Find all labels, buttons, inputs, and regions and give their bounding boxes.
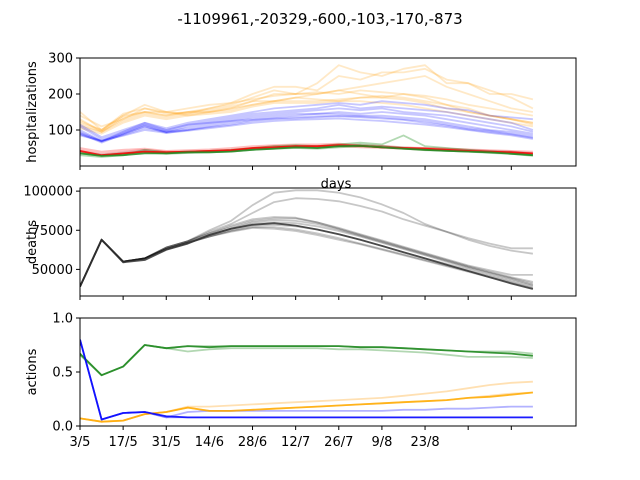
series-line-5 bbox=[80, 219, 534, 287]
series-line-6 bbox=[80, 221, 534, 287]
series-line-1 bbox=[80, 189, 534, 287]
x-tick-label: 3/5 bbox=[70, 435, 91, 450]
subplot-2: 50000 75000 100000 deaths bbox=[23, 185, 577, 300]
subplot-3: 0.0 0.5 1.0 3/5 17/5 31/5 14/6 28/6 12/7 26/7 9/8 2… bbox=[25, 312, 577, 450]
x-tick-label: 31/5 bbox=[152, 435, 181, 450]
series-line-1 bbox=[80, 64, 534, 131]
series-line-2 bbox=[80, 197, 533, 287]
y-tick-label: 0.5 bbox=[52, 366, 73, 381]
y-tick-label: 100000 bbox=[23, 185, 73, 200]
series-line-14 bbox=[80, 114, 534, 144]
x-tick-label: 26/7 bbox=[324, 435, 353, 450]
series-group bbox=[80, 64, 534, 158]
y-tick-label: 300 bbox=[48, 52, 73, 67]
figure-title: -1109961,-20329,-600,-103,-170,-873 bbox=[177, 10, 462, 28]
y-tick-label: 1.0 bbox=[52, 312, 73, 327]
x-tick-label: 12/7 bbox=[281, 435, 310, 450]
y-tick-label: 0.0 bbox=[52, 420, 73, 435]
subplots: 100 200 300 hospitalizations days 50000 75000 1… bbox=[23, 52, 577, 450]
series-line-7 bbox=[80, 96, 534, 133]
series-line-15 bbox=[80, 115, 534, 143]
series-group bbox=[80, 339, 533, 423]
x-tick-label: 17/5 bbox=[109, 435, 138, 450]
series-line-13 bbox=[80, 112, 534, 142]
y-axis-label: actions bbox=[25, 348, 40, 395]
series-line-10 bbox=[80, 222, 534, 290]
subplot-1: 100 200 300 hospitalizations days bbox=[25, 52, 577, 192]
y-axis-label: hospitalizations bbox=[25, 61, 40, 163]
y-tick-label: 50000 bbox=[32, 263, 73, 278]
series-line-10 bbox=[80, 103, 534, 140]
y-tick-label: 100 bbox=[48, 124, 73, 139]
y-axis-label: deaths bbox=[25, 220, 40, 265]
series-line-2 bbox=[80, 67, 534, 128]
axes-frame bbox=[79, 187, 577, 297]
series-line-9 bbox=[80, 226, 534, 290]
series-line-16 bbox=[80, 117, 534, 142]
series-line-4 bbox=[80, 89, 534, 131]
series-line-26 bbox=[80, 144, 533, 157]
x-tick-label: 9/8 bbox=[371, 435, 392, 450]
series-line-4 bbox=[80, 217, 534, 287]
axes-frame bbox=[79, 57, 577, 167]
series-line-8 bbox=[80, 100, 534, 135]
series-line-3 bbox=[80, 216, 533, 287]
series-line-5 bbox=[80, 89, 534, 131]
x-tick-label: 28/6 bbox=[238, 435, 267, 450]
series-line-9 bbox=[80, 100, 533, 139]
series-line-11 bbox=[80, 107, 534, 142]
series-group bbox=[80, 189, 534, 290]
series-line-9 bbox=[80, 339, 533, 421]
x-axis-label: days bbox=[321, 177, 352, 192]
series-line-8 bbox=[80, 391, 533, 423]
y-tick-label: 75000 bbox=[32, 224, 73, 239]
series-line-6 bbox=[80, 94, 534, 133]
series-line-7 bbox=[80, 344, 533, 377]
y-tick-label: 200 bbox=[48, 88, 73, 103]
series-line-3 bbox=[80, 75, 534, 133]
x-tick-label: 23/8 bbox=[410, 435, 439, 450]
series-line-19 bbox=[80, 142, 533, 153]
series-line-12 bbox=[80, 111, 534, 143]
x-tick-label: 14/6 bbox=[195, 435, 224, 450]
